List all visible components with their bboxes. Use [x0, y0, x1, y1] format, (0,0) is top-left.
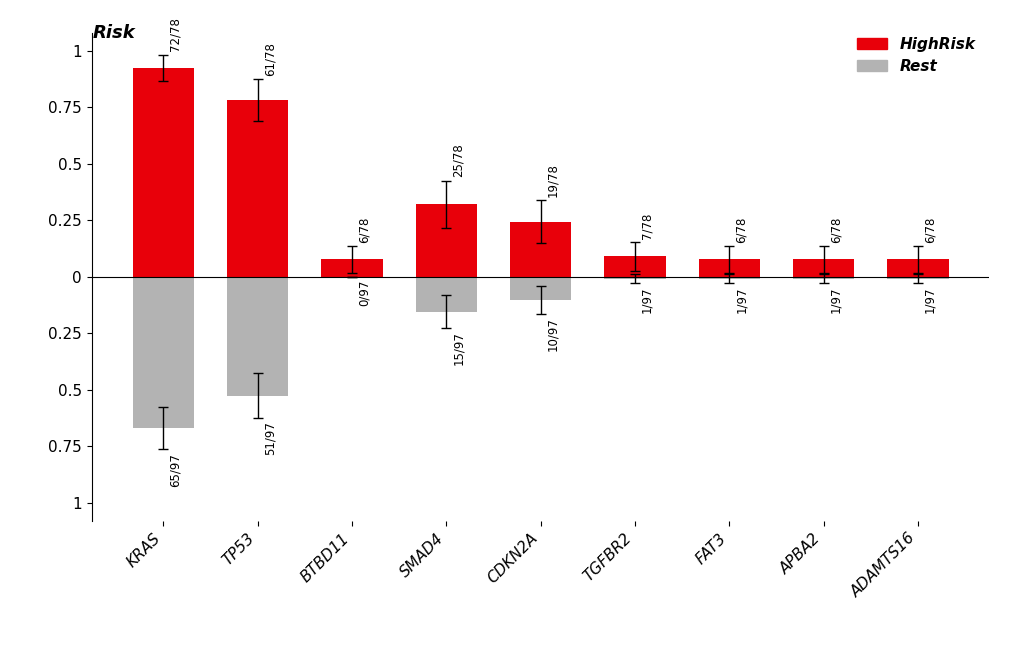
Text: 0/97: 0/97	[358, 280, 370, 307]
Bar	[603, 277, 665, 279]
Text: 7/78: 7/78	[640, 212, 653, 239]
Legend: HighRisk, Rest: HighRisk, Rest	[850, 31, 981, 80]
Text: 15/97: 15/97	[451, 331, 465, 365]
Bar	[698, 277, 759, 279]
Text: 65/97: 65/97	[169, 452, 181, 486]
Text: 1/97: 1/97	[735, 287, 747, 313]
Text: 6/78: 6/78	[828, 216, 842, 243]
Bar	[510, 277, 571, 300]
Text: Risk: Risk	[93, 23, 136, 42]
Text: 1/97: 1/97	[828, 287, 842, 313]
Text: 6/78: 6/78	[922, 216, 935, 243]
Bar	[132, 68, 194, 277]
Bar	[132, 277, 194, 428]
Bar	[510, 221, 571, 277]
Bar	[792, 259, 854, 277]
Text: 1/97: 1/97	[922, 287, 935, 313]
Bar	[415, 204, 477, 277]
Bar	[226, 100, 288, 277]
Text: 6/78: 6/78	[735, 216, 747, 243]
Bar	[321, 259, 382, 277]
Bar	[698, 259, 759, 277]
Text: 1/97: 1/97	[640, 287, 653, 313]
Bar	[603, 256, 665, 277]
Text: 72/78: 72/78	[169, 18, 181, 51]
Bar	[792, 277, 854, 279]
Text: 10/97: 10/97	[546, 317, 558, 351]
Bar	[887, 277, 948, 279]
Text: 6/78: 6/78	[358, 216, 370, 243]
Bar	[226, 277, 288, 396]
Text: 51/97: 51/97	[263, 421, 276, 455]
Text: 61/78: 61/78	[263, 42, 276, 76]
Text: 25/78: 25/78	[451, 144, 465, 177]
Text: 19/78: 19/78	[546, 163, 558, 197]
Bar	[415, 277, 477, 312]
Bar	[887, 259, 948, 277]
